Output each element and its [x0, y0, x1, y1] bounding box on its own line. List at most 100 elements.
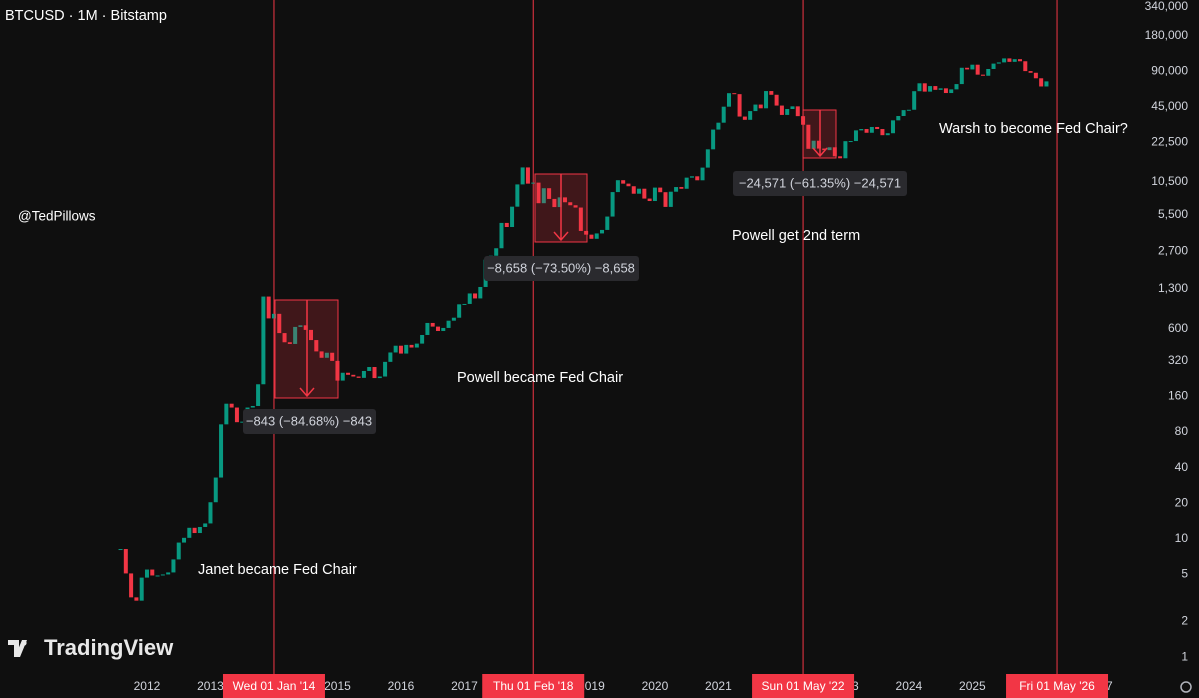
marker-label: Fri 01 May '26 [1019, 679, 1095, 693]
candle [753, 104, 758, 112]
candle [748, 111, 753, 120]
candle [689, 176, 694, 178]
candle [287, 342, 292, 344]
candle [996, 62, 1001, 64]
candle [779, 105, 784, 115]
candle [700, 167, 705, 181]
candle [155, 575, 160, 577]
candle [769, 91, 774, 95]
candle [674, 187, 679, 192]
candle [1039, 78, 1044, 87]
candle [335, 360, 340, 381]
candle [652, 187, 657, 202]
settings-icon [1180, 681, 1192, 693]
candle [240, 421, 245, 423]
candle [621, 180, 626, 184]
candle [811, 140, 816, 149]
x-tick-label: 2021 [705, 679, 732, 693]
annotation: Powell became Fed Chair [457, 370, 623, 386]
candle [1033, 72, 1038, 79]
candle [658, 187, 663, 193]
candle [764, 91, 769, 109]
candle [573, 205, 578, 208]
x-tick-label: 2024 [896, 679, 923, 693]
y-tick-label: 5 [1181, 567, 1188, 581]
y-tick-label: 10,500 [1151, 174, 1188, 188]
candle [118, 549, 123, 551]
candle [705, 149, 710, 168]
candle [726, 93, 731, 107]
candle [790, 106, 795, 110]
candle [716, 122, 721, 130]
candle [1023, 61, 1028, 72]
candle [139, 577, 144, 601]
candle [404, 344, 409, 354]
candle [219, 424, 224, 478]
candle [451, 317, 456, 321]
measure-label-bg [484, 256, 639, 281]
candle [383, 361, 388, 377]
candle [234, 407, 239, 423]
candle [446, 320, 451, 328]
candle [880, 129, 885, 136]
y-tick-label: 40 [1175, 460, 1189, 474]
candle [536, 182, 541, 204]
candle [330, 352, 335, 361]
candle [314, 340, 319, 352]
candle [954, 84, 959, 90]
candle [197, 526, 202, 534]
candle [271, 313, 276, 319]
candle [864, 129, 869, 133]
candle [229, 403, 234, 408]
candle [266, 296, 271, 319]
candle [843, 141, 848, 159]
candle [970, 64, 975, 70]
candle [610, 192, 615, 217]
candle [409, 344, 414, 348]
x-tick-label: 2025 [959, 679, 986, 693]
candle [282, 333, 287, 343]
marker-label: Thu 01 Feb '18 [493, 679, 574, 693]
candle [171, 559, 176, 573]
candle [737, 94, 742, 117]
measure-label-bg [733, 171, 907, 196]
candle [319, 351, 324, 358]
candle [928, 86, 933, 92]
axes: 340,000 180,000 90,000 45,000 22,500 10,500 5,… [134, 0, 1192, 698]
candle [531, 182, 536, 184]
y-tick-label: 160 [1168, 389, 1188, 403]
candle [832, 147, 837, 157]
y-tick-label: 90,000 [1151, 63, 1188, 77]
candle [949, 89, 954, 94]
candle [525, 167, 530, 184]
y-tick-label: 2 [1181, 614, 1188, 628]
y-tick-label: 1,300 [1158, 281, 1188, 295]
x-tick-label: 2020 [642, 679, 669, 693]
candle [398, 345, 403, 354]
candle [150, 569, 155, 576]
handle: @TedPillows [18, 209, 96, 224]
candle [637, 188, 642, 194]
candle [298, 325, 303, 327]
candle [711, 129, 716, 150]
measure-label: −8,658 (−73.50%) −8,658 [487, 260, 635, 275]
candle [134, 597, 139, 601]
candle [303, 325, 308, 330]
candle [859, 129, 864, 131]
candle [806, 124, 811, 149]
measure-label: −24,571 (−61.35%) −24,571 [739, 175, 901, 190]
candle [774, 94, 779, 106]
candle [203, 523, 208, 527]
candle [515, 184, 520, 207]
candle [1018, 59, 1022, 62]
measure-boxes: −843 (−84.68%) −843 −8,658 (−73.50%) −8,… [243, 109, 907, 434]
candle [504, 222, 509, 228]
candle [679, 187, 684, 189]
y-tick-label: 20 [1175, 495, 1189, 509]
candle [795, 106, 800, 117]
measure-arrow [299, 300, 315, 398]
candle [166, 572, 171, 575]
candle [547, 188, 552, 199]
candle [732, 93, 737, 95]
